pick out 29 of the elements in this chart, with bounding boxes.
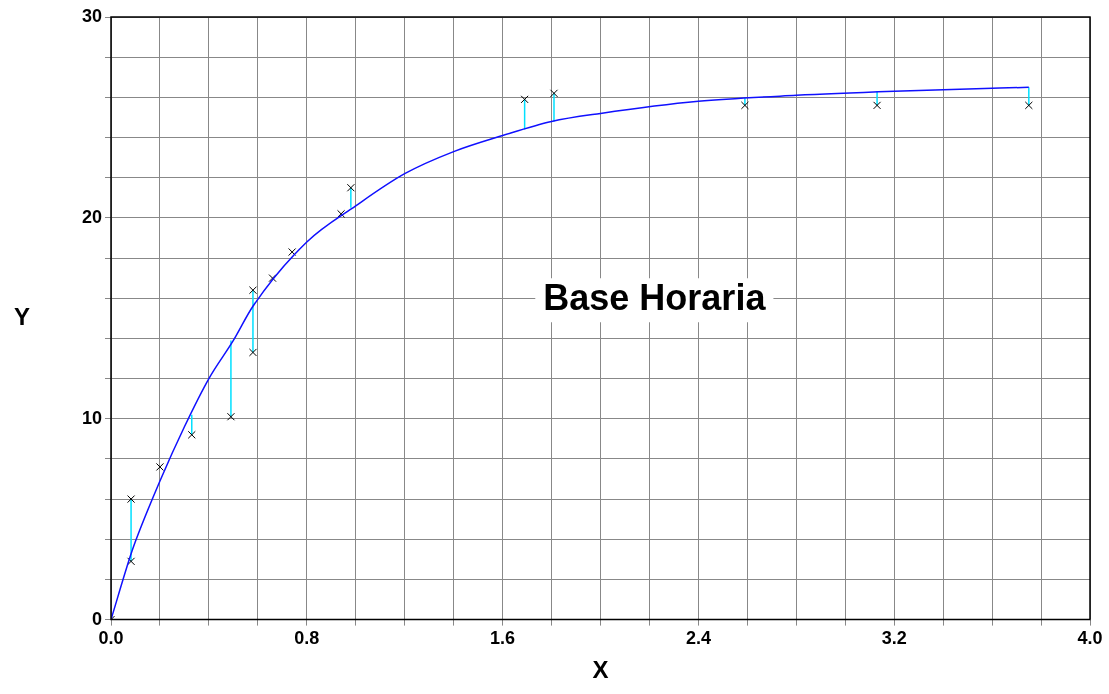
point: [520, 95, 529, 104]
point: [288, 247, 297, 257]
point: [268, 274, 277, 283]
point: [1024, 101, 1033, 110]
y-axis-title: Y: [13, 302, 31, 330]
point: [155, 462, 164, 471]
point: [740, 101, 749, 110]
x-tick-label: 1.6: [490, 628, 516, 649]
point: [873, 101, 882, 110]
line-series: [111, 86, 1030, 620]
y-tick-label: 30: [81, 5, 102, 26]
x-tick-label: 0.8: [294, 628, 320, 649]
point: [187, 430, 196, 439]
x-tick-label: 2.4: [685, 628, 711, 649]
annotation: Base Horaria: [543, 277, 767, 319]
point: [248, 286, 257, 295]
point: [248, 348, 257, 357]
point: [127, 495, 136, 504]
point: [549, 89, 559, 98]
point: [226, 412, 235, 421]
x-tick-label: 4.0: [1077, 628, 1103, 649]
point: [346, 183, 355, 192]
x-axis-title: X: [592, 656, 609, 684]
y-tick-label: 0: [91, 608, 102, 629]
x-tick-label: 3.2: [881, 628, 907, 649]
y-tick-label: 10: [81, 407, 102, 428]
point: [337, 209, 346, 218]
x-tick-label: 0.0: [98, 628, 124, 649]
y-tick-label: 20: [81, 206, 102, 227]
